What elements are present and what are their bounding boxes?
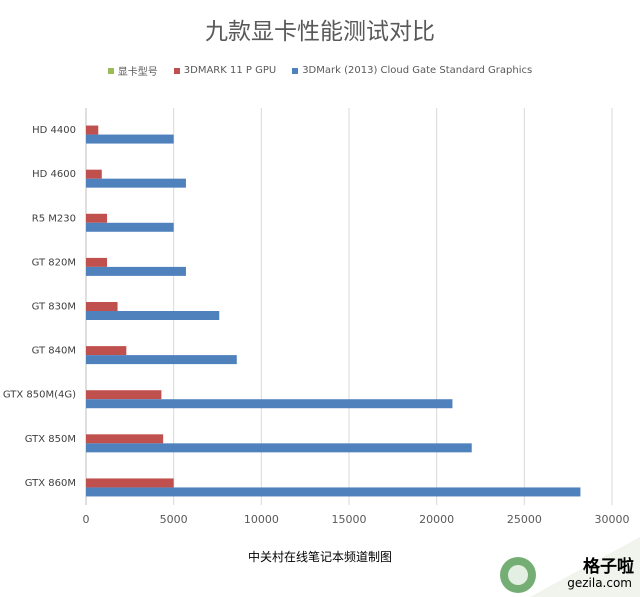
bar-series-2 [86, 266, 186, 276]
bar-series-1 [86, 434, 164, 444]
y-tick-label: HD 4600 [32, 169, 76, 180]
bar-series-1 [86, 125, 99, 135]
legend-swatch-series-2 [292, 67, 299, 74]
y-tick-label: GTX 860M [25, 478, 76, 489]
x-tick-label: 30000 [595, 513, 630, 526]
y-tick-label: GT 820M [32, 257, 76, 268]
bar-series-1 [86, 169, 102, 179]
watermark-title: 格子啦 [583, 557, 634, 577]
chart-footer-text: 中关村在线笔记本频道制图 [247, 550, 392, 564]
bar-series-1 [86, 257, 108, 267]
x-tick-label: 25000 [507, 513, 542, 526]
chart-title: 九款显卡性能测试对比 [205, 19, 435, 45]
bar-series-1 [86, 346, 127, 356]
legend-label-series-1: 3DMARK 11 P GPU [183, 65, 277, 76]
bar-series-2 [86, 134, 174, 144]
x-tick-label: 0 [83, 513, 90, 526]
bar-series-1 [86, 390, 162, 400]
legend-label-series-2: 3DMark (2013) Cloud Gate Standard Graphi… [302, 65, 533, 76]
watermark-url: gezila.com [567, 576, 632, 590]
bar-series-1 [86, 302, 118, 311]
x-tick-label: 10000 [244, 513, 279, 526]
bar-series-2 [86, 355, 237, 365]
bar-series-2 [86, 487, 581, 497]
bar-series-2 [86, 399, 453, 409]
x-tick-label: 20000 [419, 513, 454, 526]
y-tick-label: GTX 850M(4G) [3, 390, 76, 401]
bar-series-2 [86, 311, 220, 320]
bar-series-1 [86, 478, 174, 488]
y-tick-label: GT 830M [32, 302, 76, 313]
legend-swatch-series-1 [173, 67, 180, 74]
bar-series-2 [86, 178, 186, 188]
x-tick-label: 15000 [332, 513, 367, 526]
legend-item-series-0: 显卡型号 [107, 63, 158, 78]
bar-series-1 [86, 213, 108, 223]
legend-label-series-0: 显卡型号 [117, 67, 158, 78]
chart-legend: 显卡型号 3DMARK 11 P GPU 3DMark (2013) Cloud… [0, 63, 640, 78]
watermark-logo-icon [500, 537, 640, 597]
legend-item-series-2: 3DMark (2013) Cloud Gate Standard Graphi… [292, 63, 532, 78]
x-tick-label: 5000 [160, 513, 188, 526]
y-tick-label: GTX 850M [25, 434, 76, 445]
y-tick-label: R5 M230 [32, 213, 76, 224]
bar-series-2 [86, 222, 174, 232]
bar-series-2 [86, 443, 472, 453]
legend-item-series-1: 3DMARK 11 P GPU [173, 63, 277, 78]
y-tick-label: HD 4400 [32, 125, 76, 136]
y-tick-label: GT 840M [32, 346, 76, 357]
legend-swatch-series-0 [107, 67, 114, 74]
